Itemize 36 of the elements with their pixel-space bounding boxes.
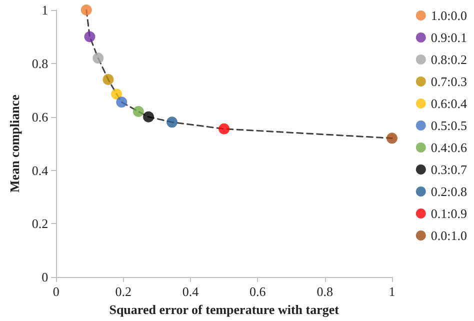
point bbox=[116, 96, 128, 108]
legend-label: 1.0:0.0 bbox=[430, 8, 468, 23]
y-tick-label: 0.2 bbox=[32, 216, 48, 232]
legend-label: 0.6:0.4 bbox=[430, 96, 468, 111]
legend-label: 0.1:0.9 bbox=[430, 206, 468, 221]
point bbox=[143, 111, 154, 122]
x-tick-label: 1 bbox=[388, 284, 396, 300]
legend-label: 0.9:0.1 bbox=[430, 30, 468, 45]
legend-label: 0.5:0.5 bbox=[430, 118, 468, 133]
x-tick-label: 0 bbox=[52, 284, 60, 300]
y-tick-label: 0.6 bbox=[32, 109, 49, 124]
y-tick-label: 1 bbox=[42, 2, 48, 18]
legend-label: 0.0:1.0 bbox=[430, 228, 468, 243]
point bbox=[166, 116, 178, 128]
y-axis-title: Mean compliance bbox=[7, 94, 22, 192]
point bbox=[111, 88, 122, 100]
point bbox=[132, 106, 144, 117]
x-tick-label: 0.2 bbox=[115, 284, 132, 300]
x-tick-label: 0.4 bbox=[182, 284, 200, 300]
y-tick-label: 0.8 bbox=[32, 56, 48, 71]
x-axis-title: Squared error of temperature with target bbox=[109, 302, 340, 317]
point bbox=[84, 31, 96, 42]
point bbox=[102, 74, 114, 85]
legend-label: 0.8:0.2 bbox=[430, 52, 468, 67]
point bbox=[92, 52, 104, 64]
y-tick-label: 0 bbox=[42, 270, 48, 285]
legend-label: 0.7:0.3 bbox=[430, 74, 468, 89]
point bbox=[218, 123, 230, 134]
x-tick-label: 0.8 bbox=[316, 284, 333, 300]
point bbox=[80, 4, 92, 16]
legend-label: 0.4:0.6 bbox=[430, 140, 468, 155]
y-tick-label: 0.4 bbox=[32, 162, 49, 178]
x-tick-label: 0.6 bbox=[250, 284, 266, 300]
point bbox=[386, 132, 398, 144]
legend-label: 0.3:0.7 bbox=[430, 162, 468, 177]
legend-label: 0.2:0.8 bbox=[430, 184, 468, 199]
